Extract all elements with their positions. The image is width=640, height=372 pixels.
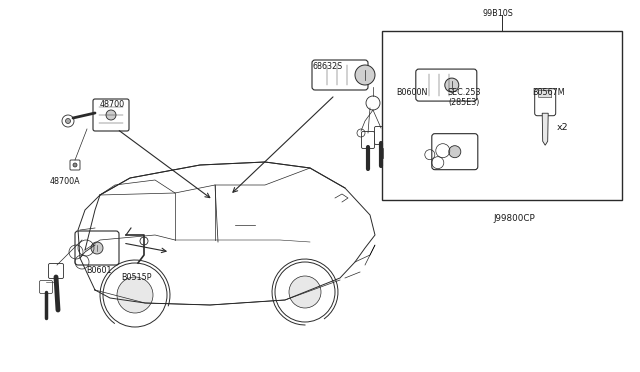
FancyBboxPatch shape xyxy=(75,231,119,265)
Circle shape xyxy=(445,78,459,92)
Circle shape xyxy=(65,119,70,124)
FancyBboxPatch shape xyxy=(449,87,495,169)
Circle shape xyxy=(73,163,77,167)
FancyBboxPatch shape xyxy=(399,94,417,104)
Text: B0600N: B0600N xyxy=(396,88,428,97)
Circle shape xyxy=(275,262,335,322)
FancyBboxPatch shape xyxy=(539,94,557,120)
Text: 68632S: 68632S xyxy=(313,62,343,71)
Circle shape xyxy=(545,102,552,109)
Text: x2: x2 xyxy=(557,123,569,132)
Text: 48700: 48700 xyxy=(100,100,125,109)
FancyBboxPatch shape xyxy=(374,126,387,144)
Circle shape xyxy=(464,97,480,113)
Text: 48700A: 48700A xyxy=(50,177,81,186)
FancyBboxPatch shape xyxy=(534,89,556,116)
FancyBboxPatch shape xyxy=(362,131,374,148)
FancyBboxPatch shape xyxy=(457,116,487,128)
Circle shape xyxy=(289,276,321,308)
FancyBboxPatch shape xyxy=(40,280,52,294)
Circle shape xyxy=(103,263,167,327)
FancyBboxPatch shape xyxy=(312,60,368,90)
Polygon shape xyxy=(542,113,548,145)
Circle shape xyxy=(91,242,103,254)
Circle shape xyxy=(140,237,148,245)
FancyBboxPatch shape xyxy=(432,134,478,170)
Polygon shape xyxy=(545,118,551,162)
FancyBboxPatch shape xyxy=(49,263,63,279)
FancyBboxPatch shape xyxy=(395,92,421,136)
Text: 99B10S: 99B10S xyxy=(483,9,514,18)
Circle shape xyxy=(62,115,74,127)
Circle shape xyxy=(117,277,153,313)
FancyBboxPatch shape xyxy=(93,99,129,131)
Text: B0601: B0601 xyxy=(86,266,111,275)
Text: SEC.253
(285E3): SEC.253 (285E3) xyxy=(448,88,481,108)
FancyBboxPatch shape xyxy=(539,91,552,98)
Text: J99800CP: J99800CP xyxy=(493,214,535,223)
Circle shape xyxy=(355,65,375,85)
Polygon shape xyxy=(404,133,412,172)
Text: B0515P: B0515P xyxy=(121,273,152,282)
Bar xyxy=(382,31,622,200)
Circle shape xyxy=(449,146,461,158)
FancyBboxPatch shape xyxy=(457,142,487,154)
Text: B0567M: B0567M xyxy=(532,88,564,97)
FancyBboxPatch shape xyxy=(416,69,477,101)
FancyBboxPatch shape xyxy=(70,160,80,170)
FancyBboxPatch shape xyxy=(463,154,481,165)
Circle shape xyxy=(106,110,116,120)
FancyBboxPatch shape xyxy=(457,129,487,141)
